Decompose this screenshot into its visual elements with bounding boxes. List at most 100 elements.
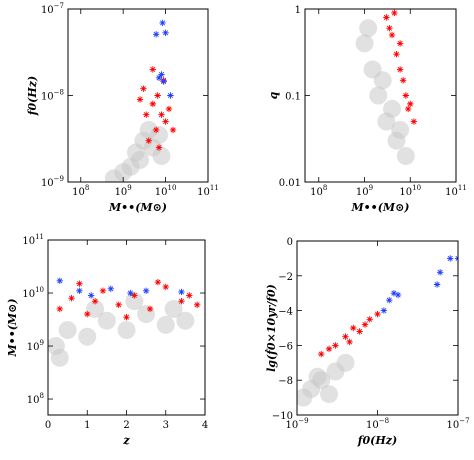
y-axis-label: q: [267, 91, 280, 99]
data-point: [97, 311, 116, 330]
data-point: [76, 287, 83, 295]
data-point: [169, 126, 177, 134]
data-point: [158, 111, 165, 118]
data-point: [158, 71, 165, 78]
data-point: [99, 287, 107, 295]
tick-label: 10−9: [41, 175, 64, 189]
tick-label: −6: [278, 341, 293, 352]
data-point: [369, 86, 388, 105]
panel-4: 10−9 10−8 10−7 −10 −8 −6 −4 −2 0 f0(Hz) lg(ḟ0×10yr…: [264, 237, 470, 447]
series-3: [380, 255, 458, 314]
data-point: [374, 310, 381, 318]
data-point: [76, 280, 83, 287]
data-point: [149, 100, 157, 108]
tick-label: 10−7: [446, 417, 469, 431]
plot-area: [48, 277, 201, 367]
data-point: [136, 96, 144, 103]
series-1: [104, 120, 171, 182]
data-point: [150, 125, 169, 144]
data-point: [86, 299, 105, 318]
data-point: [186, 292, 193, 299]
x-axis-label: M••(M⊙): [350, 201, 409, 214]
tick-label: 3: [163, 420, 169, 431]
data-point: [131, 150, 150, 169]
data-point: [155, 74, 163, 82]
tick-label: 109: [356, 184, 373, 198]
data-point: [146, 305, 154, 313]
tick-label: 0.1: [285, 92, 301, 103]
tick-label: 4: [202, 420, 208, 431]
tick-label: −8: [278, 376, 293, 387]
data-point: [152, 31, 160, 38]
data-point: [391, 9, 398, 17]
tick-label: 10−9: [285, 417, 308, 431]
panel-2: 108 109 1010 1011 0.01 0.1 1 M••(M⊙) q: [267, 5, 467, 214]
data-point: [380, 307, 388, 314]
data-point: [176, 311, 195, 330]
tick-label: 0: [45, 420, 51, 431]
data-point: [56, 305, 63, 313]
plot-area: [104, 19, 177, 182]
data-point: [394, 291, 402, 299]
data-point: [383, 99, 402, 118]
series-1: [297, 353, 355, 407]
data-point: [152, 146, 171, 165]
data-point: [436, 269, 444, 276]
data-point: [162, 29, 169, 37]
data-point: [160, 78, 167, 85]
data-point: [393, 51, 400, 58]
data-point: [193, 301, 201, 308]
data-point: [359, 19, 378, 38]
tick-label: 10−8: [41, 89, 64, 103]
data-point: [407, 100, 414, 108]
tick-label: 1011: [197, 184, 219, 198]
data-point: [396, 66, 404, 73]
data-point: [386, 24, 393, 32]
panel-3: 0 1 2 3 4 108 109 1010 1011 z M••(M⊙): [6, 233, 208, 447]
data-point: [104, 169, 123, 182]
series-2: [383, 9, 418, 125]
tick-label: 0.01: [279, 178, 301, 189]
data-point: [373, 71, 392, 90]
tick-label: 10−8: [366, 417, 389, 431]
data-point: [143, 111, 150, 118]
tick-label: 1010: [399, 184, 421, 198]
tick-label: 1: [84, 420, 90, 431]
data-point: [115, 301, 122, 308]
data-point: [154, 92, 161, 99]
data-point: [154, 278, 162, 286]
plot-area: [297, 255, 458, 407]
data-point: [383, 14, 390, 21]
data-point: [58, 321, 77, 340]
data-point: [366, 316, 373, 323]
tick-label: −10: [272, 411, 293, 422]
data-point: [145, 137, 152, 144]
data-point: [178, 288, 185, 296]
data-point: [433, 281, 441, 288]
data-point: [87, 292, 95, 299]
data-point: [391, 120, 410, 139]
data-point: [107, 285, 114, 293]
tick-label: 1010: [155, 184, 177, 198]
data-point: [142, 287, 150, 295]
tick-label: 108: [27, 392, 44, 406]
data-point: [318, 350, 325, 358]
data-point: [342, 333, 349, 340]
data-point: [50, 348, 69, 367]
tick-label: 109: [27, 339, 44, 353]
data-point: [386, 296, 393, 304]
y-axis-label: lg(ḟ0×10yr/f0): [264, 284, 278, 372]
data-point: [127, 289, 134, 297]
x-axis-label: f0(Hz): [357, 434, 397, 447]
data-point: [123, 313, 130, 321]
tick-label: 108: [310, 184, 327, 198]
series-3: [56, 277, 185, 299]
tick-label: 0: [287, 237, 293, 248]
data-point: [361, 321, 369, 328]
data-point: [155, 144, 163, 151]
data-point: [390, 290, 398, 297]
tick-label: −4: [278, 307, 293, 318]
tick-label: 1: [295, 5, 301, 16]
data-point: [84, 310, 91, 318]
series-2: [318, 310, 381, 358]
